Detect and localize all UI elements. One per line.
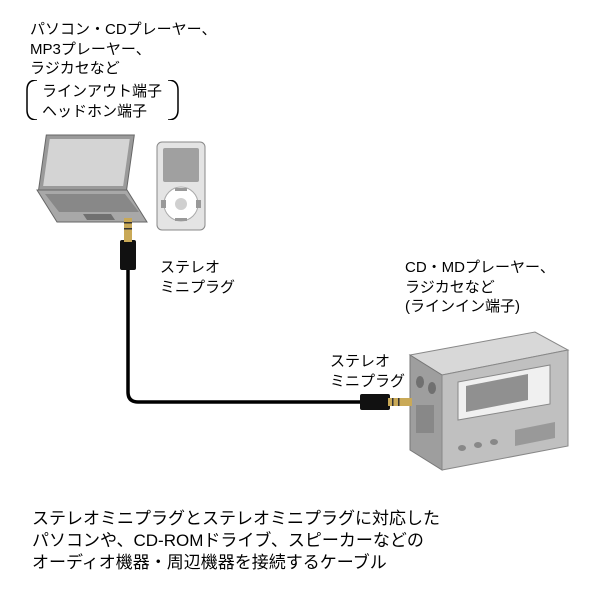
right-line2: ラジカセなど xyxy=(405,278,555,298)
laptop-icon xyxy=(35,130,155,230)
mp3-player-icon xyxy=(155,140,210,235)
cd-player-icon xyxy=(400,330,570,480)
right-line3: (ラインイン端子) xyxy=(405,297,555,317)
plug-left-label: ステレオ ミニプラグ xyxy=(160,258,235,297)
paren-line2: ヘッドホン端子 xyxy=(42,102,162,122)
plug-right-label: ステレオ ミニプラグ xyxy=(330,352,405,391)
footer-line3: オーディオ機器・周辺機器を接続するケーブル xyxy=(32,552,440,574)
source-device-label: パソコン・CDプレーヤー、 MP3プレーヤー、 ラジカセなど xyxy=(30,20,217,79)
right-line1: CD・MDプレーヤー、 xyxy=(405,258,555,278)
header-line3: ラジカセなど xyxy=(30,59,217,79)
source-port-label: ラインアウト端子 ヘッドホン端子 xyxy=(42,82,162,121)
footer-line2: パソコンや、CD-ROMドライブ、スピーカーなどの xyxy=(32,530,440,552)
header-line1: パソコン・CDプレーヤー、 xyxy=(30,20,217,40)
footer-line1: ステレオミニプラグとステレオミニプラグに対応した xyxy=(32,508,440,530)
target-device-label: CD・MDプレーヤー、 ラジカセなど (ラインイン端子) xyxy=(405,258,555,317)
paren-line1: ラインアウト端子 xyxy=(42,82,162,102)
bracket-close-icon xyxy=(165,80,180,120)
bracket-icon xyxy=(25,80,40,120)
footer-description: ステレオミニプラグとステレオミニプラグに対応した パソコンや、CD-ROMドライ… xyxy=(32,508,440,574)
header-line2: MP3プレーヤー、 xyxy=(30,40,217,60)
